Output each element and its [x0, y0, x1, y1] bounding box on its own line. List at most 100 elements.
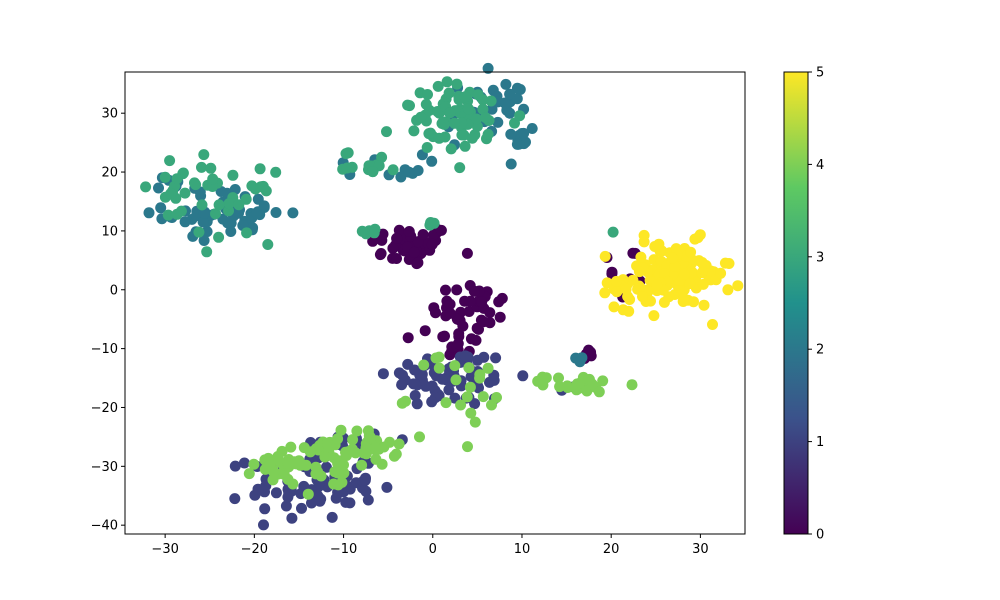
scatter-point — [223, 198, 235, 210]
scatter-point — [368, 227, 380, 239]
scatter-point — [381, 481, 393, 493]
scatter-point — [270, 207, 282, 218]
scatter-point — [164, 155, 176, 167]
scatter-point — [273, 454, 285, 466]
scatter-point — [620, 283, 632, 295]
scatter-point — [472, 89, 484, 101]
scatter-point — [198, 207, 210, 219]
scatter-point — [658, 296, 670, 308]
scatter-point — [321, 441, 333, 453]
scatter-point — [402, 332, 414, 344]
colorbar-tick-label: 2 — [816, 343, 824, 358]
scatter-point — [466, 132, 478, 144]
scatter-point — [365, 432, 377, 444]
scatter-point — [258, 200, 270, 212]
colorbar-tick-label: 4 — [816, 158, 824, 173]
scatter-point — [482, 62, 494, 74]
scatter-point — [390, 448, 402, 460]
scatter-point — [254, 163, 266, 175]
scatter-point — [517, 370, 529, 382]
scatter-point — [347, 434, 359, 446]
scatter-point — [540, 372, 552, 384]
scatter-point — [496, 292, 508, 304]
scatter-point — [198, 149, 210, 161]
scatter-point — [459, 140, 471, 152]
colorbar-ticks: 0 1 2 3 4 5 — [808, 66, 824, 543]
scatter-point — [491, 392, 502, 403]
scatter-point — [470, 334, 482, 346]
scatter-point — [190, 179, 202, 191]
scatter-point — [351, 425, 363, 437]
scatter-point — [526, 123, 538, 134]
scatter-point — [648, 310, 660, 322]
scatter-point — [461, 247, 473, 259]
scatter-point — [464, 381, 476, 393]
scatter-point — [229, 460, 241, 472]
scatter-point — [252, 483, 264, 495]
scatter-point — [697, 278, 709, 290]
scatter-point — [505, 158, 517, 170]
scatter-point — [338, 459, 349, 471]
scatter-point — [492, 116, 504, 128]
scatter-point — [171, 173, 183, 185]
scatter-point — [319, 451, 331, 463]
scatter-point — [623, 305, 635, 317]
scatter-point — [684, 278, 696, 290]
scatter-point — [140, 181, 152, 193]
scatter-point — [259, 503, 271, 515]
scatter-point — [426, 380, 438, 392]
scatter-point — [162, 209, 174, 221]
scatter-point — [238, 457, 250, 469]
scatter-point — [635, 251, 647, 263]
scatter-point — [196, 199, 208, 211]
scatter-point — [243, 468, 255, 480]
scatter-point — [679, 268, 690, 280]
scatter-point — [494, 311, 506, 323]
scatter-point — [159, 171, 171, 183]
scatter-point — [376, 151, 388, 163]
scatter-point — [678, 293, 690, 304]
scatter-point — [280, 500, 292, 512]
scatter-point — [468, 285, 480, 297]
scatter-point — [207, 173, 219, 185]
scatter-point — [320, 461, 332, 473]
scatter-point — [340, 496, 352, 508]
scatter-point — [480, 112, 492, 124]
scatter-point — [409, 390, 421, 401]
scatter-point — [443, 87, 455, 99]
scatter-point — [607, 226, 619, 238]
scatter-point — [444, 307, 456, 319]
scatter-point — [459, 91, 471, 103]
scatter-point — [375, 248, 387, 259]
scatter-point — [396, 379, 408, 391]
scatter-point — [514, 110, 526, 122]
scatter-point — [501, 104, 513, 116]
scatter-point — [179, 187, 191, 199]
plot-frame — [124, 71, 746, 535]
scatter-point — [283, 458, 295, 470]
scatter-point — [440, 284, 451, 296]
scatter-point — [425, 127, 436, 139]
scatter-point — [335, 424, 347, 436]
y-tick-label: 10 — [101, 224, 118, 239]
scatter-point — [165, 188, 177, 200]
scatter-point — [485, 95, 497, 107]
scatter-point — [482, 128, 494, 140]
scatter-point — [478, 351, 490, 363]
scatter-point — [196, 161, 207, 173]
scatter-point — [638, 229, 650, 241]
scatter-point — [463, 362, 475, 374]
scatter-point — [258, 519, 269, 531]
scatter-point — [262, 239, 274, 250]
x-axis: −30 −20 −10 0 10 20 30 — [151, 534, 709, 557]
scatter-point — [403, 226, 415, 237]
scatter-point — [205, 162, 217, 174]
y-tick-label: −10 — [91, 342, 118, 357]
scatter-point — [387, 242, 399, 254]
scatter-point — [432, 80, 444, 92]
scatter-point — [296, 502, 307, 514]
scatter-point — [554, 381, 566, 393]
scatter-point — [443, 384, 455, 396]
scatter-point — [403, 166, 415, 178]
